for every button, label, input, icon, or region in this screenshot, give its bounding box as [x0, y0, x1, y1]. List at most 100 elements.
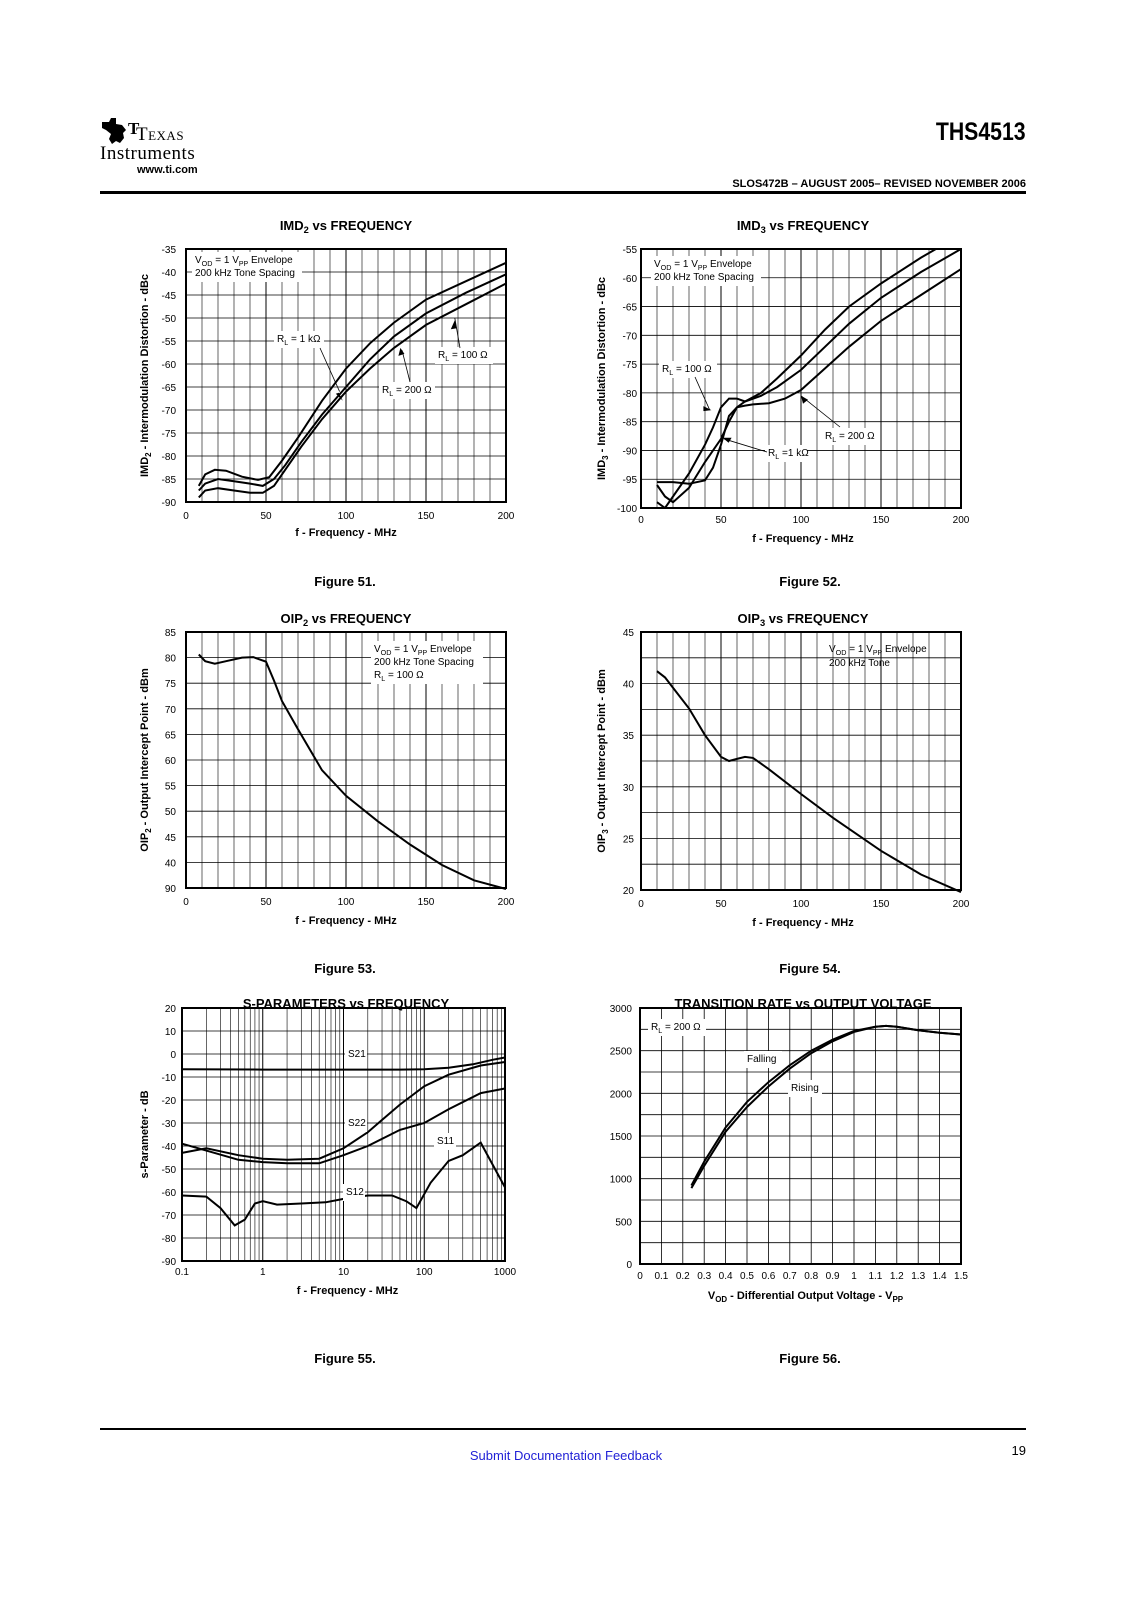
- x-tick-label: 0.1: [654, 1271, 668, 1282]
- series-label-falling: Falling: [744, 1051, 782, 1068]
- note-text: RL = 200 Ω: [651, 1022, 701, 1035]
- series-line-1: [656, 249, 961, 504]
- x-tick-label: 1.4: [933, 1271, 947, 1282]
- y-tick-label: 70: [165, 705, 177, 716]
- x-tick-label: 1000: [494, 1267, 517, 1278]
- note-text: VOD = 1 VPP Envelope: [829, 644, 927, 657]
- x-tick-label: 0.9: [826, 1271, 840, 1282]
- series-label-s21: S21: [345, 1046, 367, 1063]
- x-tick-label: 1: [260, 1267, 266, 1278]
- y-tick-label: -65: [162, 383, 177, 394]
- note-bg: [379, 382, 435, 399]
- x-tick-label: 50: [260, 511, 272, 522]
- label-pointer: [800, 395, 841, 428]
- y-tick-label: 75: [165, 679, 177, 690]
- y-tick-label: -75: [623, 360, 638, 371]
- series-line-0: [690, 1024, 962, 1186]
- note-bg: [822, 428, 880, 445]
- note-text: S12: [346, 1187, 364, 1198]
- series-line-0: [197, 261, 507, 487]
- plot-frame: [640, 248, 962, 509]
- note-text: Falling: [747, 1054, 776, 1065]
- series-line-0: [198, 653, 507, 890]
- y-tick-label: 85: [165, 628, 177, 639]
- x-tick-label: 0: [183, 511, 189, 522]
- series-label-rl-1k: RL = 1 kΩ: [274, 331, 324, 348]
- note-text: S21: [348, 1049, 366, 1060]
- x-tick-label: 0.6: [761, 1271, 775, 1282]
- arrow-head: [801, 395, 808, 404]
- figure-54-caption: Figure 54.: [779, 961, 841, 976]
- arrow-head: [722, 437, 732, 443]
- company-name-line2: Instruments: [100, 143, 196, 164]
- x-tick-label: 0.4: [719, 1271, 733, 1282]
- series-label-s11: S11: [434, 1133, 456, 1150]
- note-text: 200 kHz Tone Spacing: [374, 657, 474, 668]
- x-tick-label: 0: [637, 1271, 643, 1282]
- y-tick-label: 30: [623, 783, 635, 794]
- y-tick-label: 1500: [610, 1132, 633, 1143]
- figure-55: S-PARAMETERS vs FREQUENCY 0.1 1 10 100 1000 20…: [130, 990, 560, 1360]
- series-line-0: [656, 249, 938, 508]
- y-tick-label: -75: [162, 429, 177, 440]
- y-tick-label: -60: [623, 274, 638, 285]
- x-tick-label: 200: [953, 899, 970, 910]
- label-pointer: [694, 376, 711, 411]
- y-tick-label: 10: [165, 1027, 177, 1038]
- figure-56: TRANSITION RATE vs OUTPUT VOLTAGE 0 0.1 0.2…: [595, 990, 1025, 1360]
- series-label-rl-100: RL = 100 Ω: [435, 347, 493, 364]
- note-text: VOD = 1 VPP Envelope: [374, 644, 472, 657]
- arrow-head: [450, 320, 457, 330]
- series-label-rl-100: RL = 100 Ω: [659, 361, 717, 378]
- company-url[interactable]: www.ti.com: [137, 164, 198, 176]
- note-bg: [434, 1133, 456, 1150]
- x-tick-label: 150: [873, 515, 890, 526]
- y-tick-label: 25: [623, 834, 635, 845]
- note-text: RL = 100 Ω: [438, 350, 488, 363]
- series-label-rl-200: RL = 200 Ω: [379, 382, 435, 399]
- plot-frame: [181, 1007, 506, 1262]
- y-tick-label: 1000: [610, 1175, 633, 1186]
- label-pointer: [319, 347, 340, 392]
- series-line-2: [181, 1087, 506, 1165]
- x-tick-label: 150: [418, 511, 435, 522]
- y-tick-label: -85: [162, 475, 177, 486]
- note-text: VOD = 1 VPP Envelope: [195, 255, 293, 268]
- y-axis-label: s-Parameter - dB: [139, 1090, 151, 1178]
- note-bg: [648, 1019, 706, 1036]
- header-rule: [100, 191, 1026, 194]
- y-tick-label: -55: [162, 337, 177, 348]
- y-tick-label: 90: [165, 884, 177, 895]
- x-tick-label: 1.5: [954, 1271, 968, 1282]
- x-tick-label: 100: [416, 1267, 433, 1278]
- note-bg: [788, 1080, 822, 1097]
- x-tick-label: 50: [260, 897, 272, 908]
- figure-51: IMD2 vs FREQUENCY 0 50 100 150 200 -35 -40 -45 -5…: [130, 212, 560, 582]
- chart-title: IMD2 vs FREQUENCY: [280, 218, 413, 235]
- label-pointer: [401, 350, 411, 383]
- x-axis-label: VOD - Differential Output Voltage - VPP: [708, 1290, 904, 1304]
- ti-logo: T: [102, 118, 140, 144]
- series-line-0: [656, 670, 962, 894]
- y-tick-label: 2000: [610, 1089, 633, 1100]
- y-tick-label: 3000: [610, 1004, 633, 1015]
- plot-frame: [639, 1007, 962, 1265]
- label-pointer: [724, 438, 768, 453]
- x-tick-label: 0.5: [740, 1271, 754, 1282]
- series-line-1: [198, 273, 507, 492]
- y-tick-label: -85: [623, 418, 638, 429]
- x-axis-label: f - Frequency - MHz: [752, 533, 854, 545]
- x-tick-label: 200: [953, 515, 970, 526]
- arrow-head: [335, 392, 343, 401]
- note-text: S11: [437, 1136, 454, 1147]
- y-axis-label: OIP3 - Output Intercept Point - dBm: [596, 669, 610, 853]
- submit-feedback-link[interactable]: Submit Documentation Feedback: [469, 1448, 663, 1463]
- texas-state-icon: [102, 118, 126, 144]
- y-tick-label: -80: [162, 452, 177, 463]
- y-tick-label: -50: [162, 1165, 177, 1176]
- note-text: Rising: [791, 1083, 819, 1094]
- series-line-0: [181, 1056, 506, 1071]
- y-tick-label: -40: [162, 268, 177, 279]
